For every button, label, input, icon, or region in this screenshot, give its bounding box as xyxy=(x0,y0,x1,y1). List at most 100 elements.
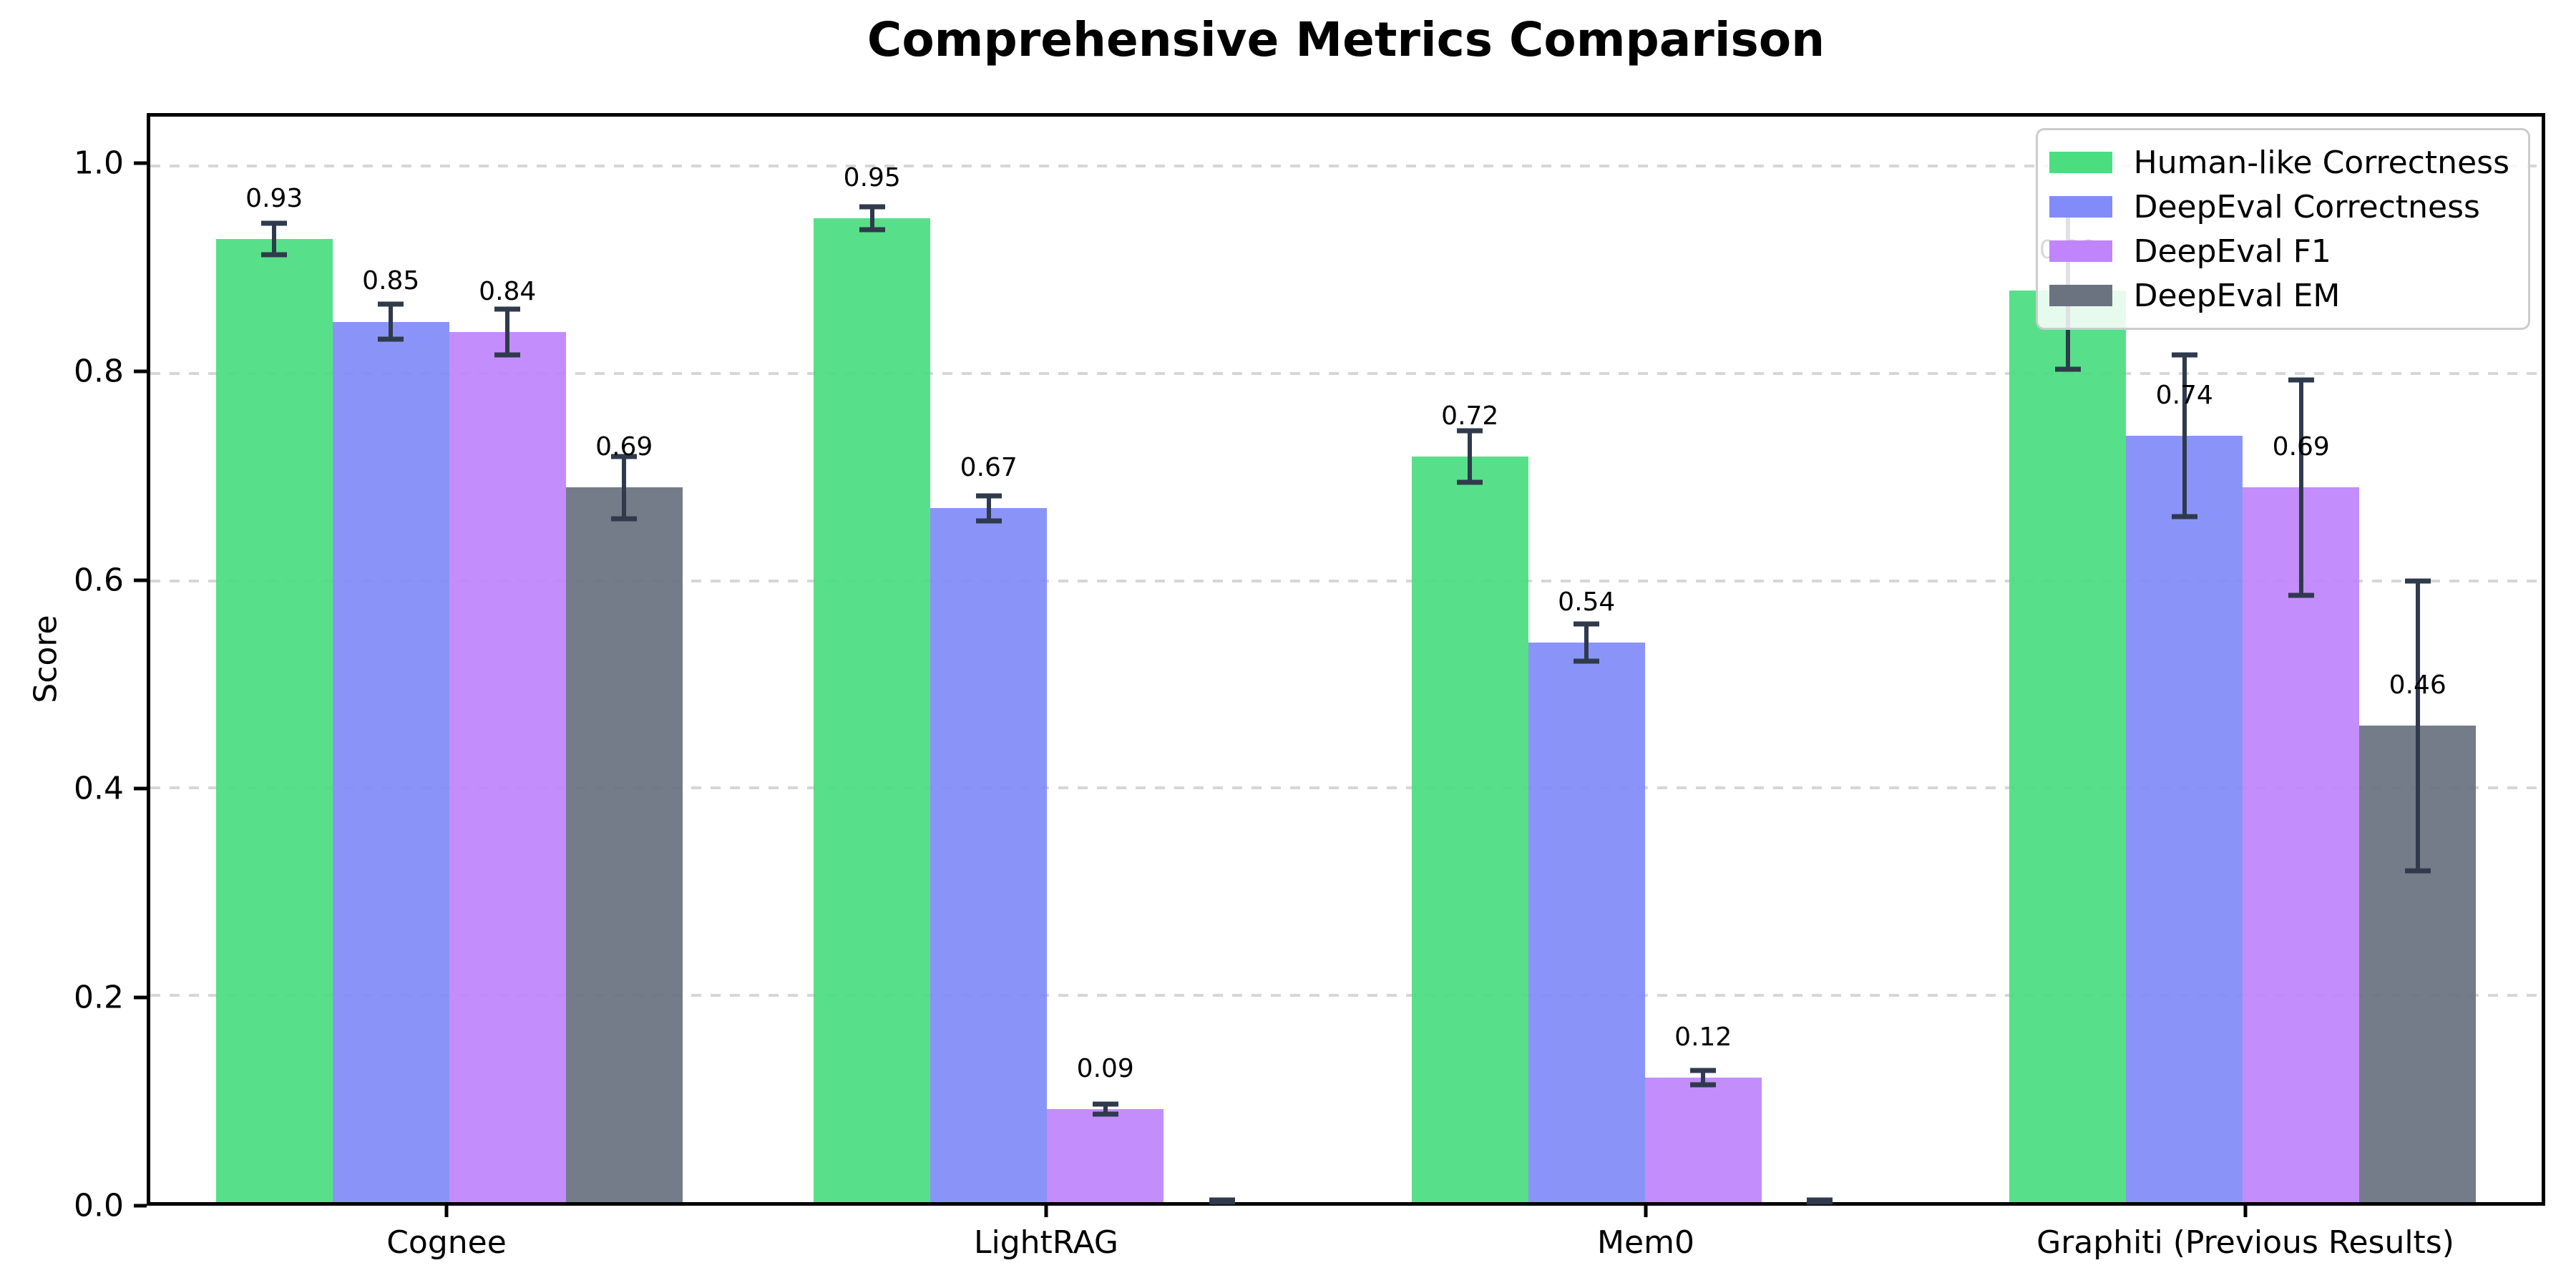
error-bar-cap-bottom xyxy=(859,227,885,233)
error-bar xyxy=(1092,1101,1118,1117)
x-tick-mark xyxy=(444,1206,449,1217)
x-axis-label: LightRAG xyxy=(973,1224,1119,1261)
error-bar-cap-top xyxy=(2288,377,2314,383)
bar-value-label: 0.54 xyxy=(1558,587,1616,618)
error-bar-cap-top xyxy=(975,493,1002,499)
error-bar-cap-bottom xyxy=(494,352,521,358)
x-tick-mark xyxy=(2243,1206,2248,1217)
y-axis: 0.0 0.2 0.4 0.6 0.8 1.0 xyxy=(0,113,147,1224)
error-bar-cap-bottom xyxy=(2288,592,2314,598)
error-bar xyxy=(494,306,521,358)
error-bar-cap-top xyxy=(378,301,404,307)
error-bar-cap-top xyxy=(494,306,521,312)
error-bar-cap-bottom xyxy=(378,336,404,342)
error-bar xyxy=(261,220,288,258)
x-axis-label: Cognee xyxy=(386,1224,507,1261)
chart-title: Comprehensive Metrics Comparison xyxy=(867,12,1825,67)
legend: Human-like Correctness DeepEval Correctne… xyxy=(2035,128,2530,330)
legend-swatch xyxy=(2049,196,2112,218)
error-bar xyxy=(2404,578,2431,874)
bar-value-label: 0.12 xyxy=(1674,1023,1732,1053)
plot-area: 0.93 0.85 0.84 0.69 0.95 0.67 0.09 0.72 0.54 0.12… xyxy=(147,113,2545,1206)
error-bar-cap-bottom xyxy=(261,252,288,258)
error-bar xyxy=(2288,377,2314,598)
gridline xyxy=(150,993,2542,997)
gridlines-layer xyxy=(150,117,2542,1202)
error-bar-cap-bottom xyxy=(611,516,638,522)
y-tick-mark xyxy=(134,786,147,791)
error-bar-cap-top xyxy=(859,204,885,210)
x-axis: Cognee LightRAG Mem0 Graphiti (Previous Res… xyxy=(147,1206,2545,1288)
error-bar-cap-bottom xyxy=(1690,1082,1717,1088)
bar xyxy=(1411,456,1528,1202)
y-tick-mark xyxy=(134,995,147,1000)
error-bar-cap-bottom xyxy=(1209,1199,1235,1205)
bar xyxy=(2243,487,2360,1202)
y-tick-label: 0.0 xyxy=(74,1187,124,1224)
error-bar-cap-top xyxy=(2171,352,2197,358)
error-bar xyxy=(1209,1197,1235,1205)
error-bar-cap-bottom xyxy=(1457,479,1483,485)
bar xyxy=(2009,291,2127,1202)
bar-value-label: 0.93 xyxy=(245,183,303,213)
bar-value-label: 0.67 xyxy=(960,452,1018,482)
bar-group: 0.95 0.67 0.09 xyxy=(748,117,1347,1205)
y-tick-label: 0.2 xyxy=(74,979,124,1016)
bar-value-label: 0.84 xyxy=(479,276,537,306)
error-bar xyxy=(859,204,885,233)
bar-value-label: 0.09 xyxy=(1076,1053,1134,1083)
error-bar-cap-top xyxy=(1457,428,1483,434)
bar-value-label: 0.85 xyxy=(362,266,420,296)
error-bar-cap-top xyxy=(1092,1101,1118,1106)
bar xyxy=(1644,1078,1762,1202)
legend-item: DeepEval Correctness xyxy=(2049,185,2509,229)
bar xyxy=(814,218,931,1202)
legend-label: DeepEval F1 xyxy=(2133,233,2331,270)
error-bar-cap-top xyxy=(1690,1068,1717,1073)
bar-group: 0.880.740.690.46 xyxy=(1944,117,2542,1202)
legend-item: DeepEval EM xyxy=(2049,273,2509,318)
x-tick-mark xyxy=(1044,1206,1048,1217)
error-bar xyxy=(2171,352,2197,519)
bars-layer: 0.93 0.85 0.84 0.69 0.95 0.67 0.09 0.72 0.54 0.12… xyxy=(150,117,2542,1205)
bar xyxy=(930,508,1048,1202)
error-bar xyxy=(1574,621,1600,664)
error-bar-cap-bottom xyxy=(2054,366,2081,372)
error-bar-cap-top xyxy=(261,220,288,226)
error-bar xyxy=(611,454,638,522)
legend-label: Human-like Correctness xyxy=(2133,144,2509,181)
error-bar-cap-bottom xyxy=(1092,1111,1118,1117)
error-bar xyxy=(975,493,1002,524)
gridline xyxy=(150,579,2542,582)
bar xyxy=(2126,435,2243,1202)
y-tick-mark xyxy=(134,369,147,374)
legend-item: Human-like Correctness xyxy=(2049,140,2509,185)
error-bar-cap-bottom xyxy=(975,518,1002,524)
y-tick-label: 1.0 xyxy=(74,145,124,182)
legend-label: DeepEval Correctness xyxy=(2133,188,2480,225)
gridline xyxy=(150,165,2542,168)
error-bar-cap-top xyxy=(2404,578,2431,583)
x-tick-mark xyxy=(1644,1206,1648,1217)
bar-value-label: 0.72 xyxy=(1441,401,1499,431)
bar xyxy=(215,238,333,1202)
error-bar xyxy=(1457,428,1483,485)
bar-group: 0.72 0.54 0.12 xyxy=(1346,117,1944,1205)
y-tick-mark xyxy=(134,161,147,165)
y-tick-label: 0.4 xyxy=(74,770,124,807)
legend-swatch xyxy=(2049,152,2112,173)
bar xyxy=(332,321,449,1202)
bar xyxy=(1528,643,1645,1202)
bar-value-label: 0.95 xyxy=(843,162,901,192)
y-tick-mark xyxy=(134,1204,147,1208)
legend-item: DeepEval F1 xyxy=(2049,229,2509,273)
error-bar xyxy=(378,301,404,342)
error-bar-cap-bottom xyxy=(2404,868,2431,874)
y-tick-label: 0.8 xyxy=(74,353,124,390)
error-bar-cap-top xyxy=(1574,621,1600,627)
error-bar-cap-bottom xyxy=(2171,514,2197,519)
bar-value-label: 0.69 xyxy=(2272,432,2330,462)
x-axis-label: Graphiti (Previous Results) xyxy=(2036,1224,2454,1261)
gridline xyxy=(150,372,2542,375)
